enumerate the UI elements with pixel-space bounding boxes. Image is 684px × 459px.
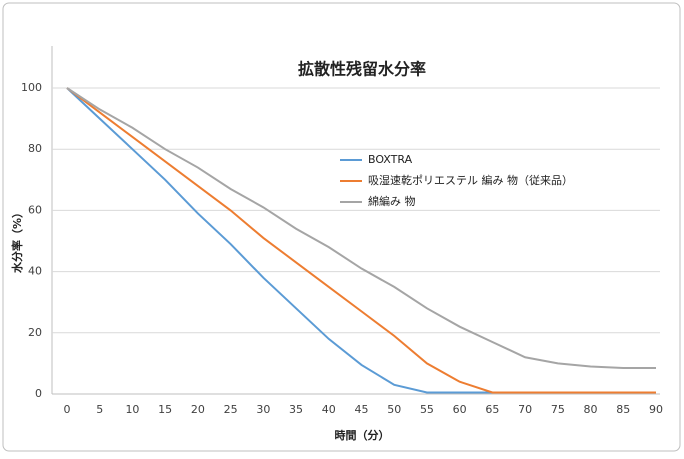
x-tick-label: 35 [289,403,303,416]
x-tick-label: 20 [191,403,205,416]
y-tick-label: 40 [28,265,42,278]
series-line [66,87,656,369]
x-tick-label: 10 [125,403,139,416]
y-axis-label: 水分率（%） [10,207,24,273]
x-tick-label: 70 [518,403,532,416]
x-tick-label: 5 [96,403,103,416]
x-tick-label: 90 [649,403,663,416]
x-tick-label: 25 [224,403,238,416]
x-tick-label: 85 [616,403,630,416]
y-tick-label: 80 [28,142,42,155]
x-tick-label: 30 [256,403,270,416]
chart-frame [2,2,681,452]
chart-title: 拡散性残留水分率 [298,60,426,79]
legend-label: BOXTRA [368,153,413,166]
y-tick-label: 60 [28,203,42,216]
legend-label: 綿編み 物 [368,194,416,208]
x-tick-label: 55 [420,403,434,416]
x-tick-label: 0 [64,403,71,416]
y-tick-label: 20 [28,326,42,339]
x-tick-label: 45 [355,403,369,416]
x-tick-label: 65 [485,403,499,416]
x-tick-label: 40 [322,403,336,416]
x-axis-label: 時間（分） [335,428,390,442]
x-tick-label: 80 [584,403,598,416]
y-tick-label: 100 [21,81,42,94]
x-tick-label: 60 [453,403,467,416]
x-tick-label: 75 [551,403,565,416]
x-tick-label: 15 [158,403,172,416]
series-line [66,87,656,394]
x-tick-label: 50 [387,403,401,416]
legend-label: 吸湿速乾ポリエステル 編み 物（従来品） [368,173,573,187]
y-tick-label: 0 [35,387,42,400]
